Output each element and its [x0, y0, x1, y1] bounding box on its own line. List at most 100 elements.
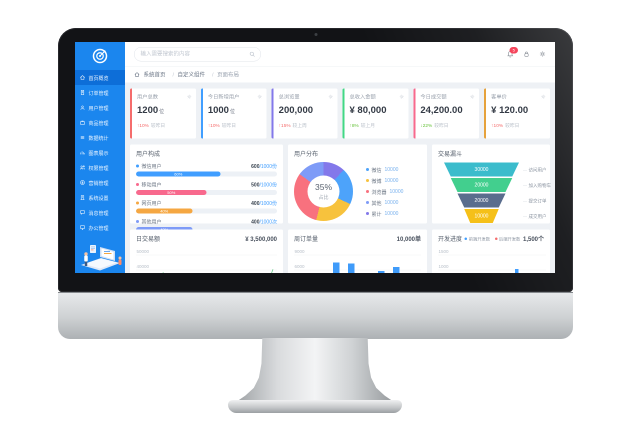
search-input[interactable] [139, 50, 246, 58]
lock-icon [524, 51, 529, 57]
dev-legend-item-1[interactable]: 后端开发数 [494, 236, 520, 242]
legend-value: 10000 [384, 166, 399, 173]
breadcrumb-item[interactable]: 系统首页 [143, 72, 166, 78]
composition-denominator: /1000份 [259, 164, 277, 170]
dev-legend-item-0[interactable]: 前端开发数 [464, 236, 490, 242]
kpi-settings-button[interactable] [328, 93, 334, 102]
composition-value: 400/1000次 [251, 218, 277, 226]
settings-button[interactable] [539, 51, 546, 58]
gear-icon [257, 94, 262, 99]
gear-icon [539, 51, 546, 57]
kpi-card-1: 今日新增用户 1000位 ↑10% 较昨日 [200, 88, 267, 139]
sidebar-item-8[interactable]: 系统设置 [75, 190, 125, 205]
kpi-title: 总收入金额 [349, 94, 376, 100]
funnel-tier-label: 加入购物车 [523, 178, 552, 192]
legend-item-0[interactable]: 微信 10000 [366, 166, 403, 173]
app-logo[interactable] [75, 42, 125, 70]
sidebar-item-1[interactable]: 订单管理 [75, 85, 125, 100]
sidebar-item-5[interactable]: 图表展示 [75, 145, 125, 160]
kpi-settings-button[interactable] [257, 93, 263, 102]
progress-track: 40% [136, 208, 277, 214]
legend-value: 10000 [389, 188, 404, 195]
legend-item-4[interactable]: 累计 10000 [366, 210, 403, 217]
coin-icon [80, 180, 85, 185]
sidebar-item-label: 用户管理 [88, 105, 109, 112]
progress-track: 50% [136, 190, 277, 195]
kpi-row: 用户总数 1200位 ↑10% 较昨日 今日新增用户 1000位 ↑10% 较昨日 总浏览量 20… [130, 88, 551, 139]
kpi-settings-button[interactable] [186, 93, 192, 102]
breadcrumb: 系统首页 自定义组件 页面布局 [125, 66, 555, 83]
kpi-subline: ↓22% 较昨日 [420, 122, 474, 129]
kpi-value: 24,200.00 [420, 105, 463, 116]
composition-label: 微信用户 [136, 162, 162, 170]
composition-row-line: 移动用户 500/1000份 [136, 181, 277, 189]
svg-text:1500: 1500 [439, 249, 450, 254]
kpi-trend: ↑10% [491, 123, 504, 129]
composition-num: 500 [251, 182, 260, 189]
composition-num: 400 [251, 219, 260, 226]
sidebar-item-0[interactable]: 首页概览 [75, 70, 125, 85]
svg-text:6000: 6000 [295, 264, 306, 269]
kpi-subline: ↑8% 较上月 [350, 122, 404, 129]
search-icon[interactable] [249, 51, 256, 58]
legend-dot [136, 219, 139, 223]
legend-dot [136, 182, 139, 186]
svg-text:9000: 9000 [295, 249, 306, 254]
daily-line-chart: 500004000030000 [136, 249, 277, 273]
breadcrumb-item[interactable]: 自定义组件 [169, 71, 206, 79]
kpi-value: 200,000 [278, 105, 314, 116]
kpi-compare: 较昨日 [150, 123, 166, 129]
legend-item-2[interactable]: 浏览器 10000 [366, 188, 404, 195]
kpi-settings-button[interactable] [399, 93, 405, 102]
home-icon [80, 75, 85, 80]
donut-center-label: 占比 [318, 195, 329, 201]
dev-grouped-bar-chart: 15001000500 [438, 249, 546, 273]
composition-value: 500/1000份 [251, 181, 277, 189]
kpi-compare: 较上周 [292, 123, 307, 129]
sidebar-item-2[interactable]: 用户管理 [75, 100, 125, 115]
composition-row-2: 网页用户 400/1000份 40% [136, 199, 277, 214]
sidebar-item-6[interactable]: 权限管理 [75, 160, 125, 175]
sidebar-item-3[interactable]: 商品管理 [75, 115, 125, 130]
composition-value: 600/1000份 [251, 162, 277, 170]
kpi-trend: ↓22% [420, 123, 433, 129]
sidebar-illustration [75, 234, 125, 273]
search-box[interactable] [134, 46, 261, 62]
sidebar-item-label: 办公管理 [88, 225, 109, 232]
notification-badge: 5 [509, 46, 518, 54]
weekly-bar-chart: 900060003000 [294, 249, 421, 273]
kpi-settings-button[interactable] [541, 93, 547, 102]
legend-dot [136, 201, 139, 205]
panel-user-composition: 用户构成 微信用户 600/1000份 60% 移动用户 500/1000份 50% 网页用… [130, 144, 283, 232]
briefcase-icon [80, 120, 85, 125]
panel-title: 周订单量 [294, 235, 319, 243]
sidebar-item-4[interactable]: 数据统计 [75, 130, 125, 145]
lock-button[interactable] [523, 51, 530, 58]
legend-value: 10000 [384, 177, 399, 184]
kpi-subline: ↑10% 较昨日 [137, 122, 191, 129]
sidebar-menu: 首页概览订单管理用户管理商品管理 数据统计 图表展示 权限管理 营销管理 系统设置 消息管理… [75, 70, 125, 235]
kpi-compare: 较昨日 [434, 123, 449, 129]
topbar: 5 [125, 42, 555, 66]
panel-title: 交易漏斗 [438, 150, 463, 158]
gear-icon [399, 94, 404, 99]
progress-fill: 50% [136, 190, 207, 195]
progress-fill: 60% [136, 171, 221, 177]
donut-center: 35% 占比 [307, 175, 340, 208]
kpi-settings-button[interactable] [470, 93, 476, 102]
sidebar-item-label: 订单管理 [88, 90, 109, 97]
funnel-chart: 30000 20000 20000 10000 [444, 162, 519, 223]
legend-item-3[interactable]: 其他 10000 [366, 199, 403, 206]
sidebar-item-7[interactable]: 营销管理 [75, 175, 125, 190]
composition-row-line: 网页用户 400/1000份 [136, 199, 277, 207]
breadcrumb-item: 页面布局 [209, 71, 239, 79]
kpi-unit: 位 [229, 109, 235, 115]
progress-track: 60% [136, 171, 277, 177]
notifications-button[interactable]: 5 [507, 46, 518, 58]
composition-denominator: /1000次 [259, 219, 277, 226]
sidebar-item-9[interactable]: 消息管理 [75, 205, 125, 220]
legend-item-1[interactable]: 微博 10000 [366, 177, 403, 184]
kpi-compare: 较昨日 [221, 123, 236, 129]
sidebar-item-10[interactable]: 办公管理 [75, 220, 125, 235]
